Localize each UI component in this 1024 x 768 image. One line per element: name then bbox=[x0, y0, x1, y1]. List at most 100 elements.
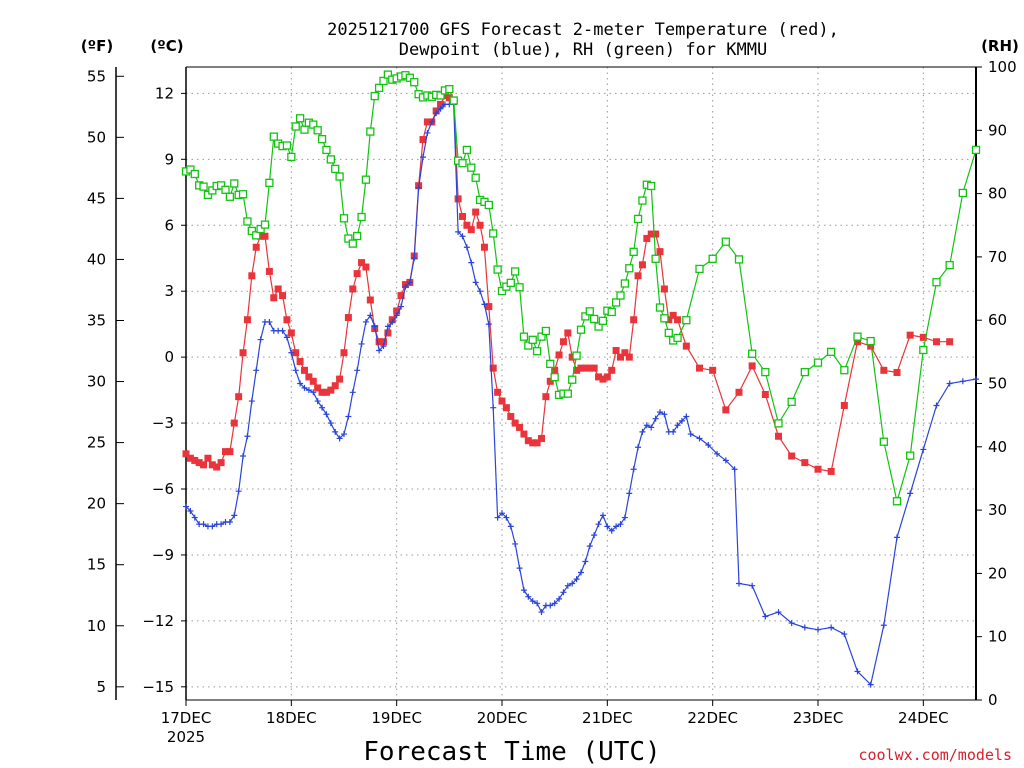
dewpoint-point bbox=[283, 334, 290, 341]
dewpoint-point bbox=[362, 318, 369, 325]
temperature-point bbox=[283, 316, 291, 324]
dewpoint-point bbox=[191, 514, 198, 521]
temperature-point bbox=[344, 314, 352, 322]
dewpoint-point bbox=[591, 532, 598, 539]
rh-point bbox=[379, 76, 388, 86]
celsius-tick-label: −12 bbox=[142, 612, 174, 630]
dewpoint-point bbox=[248, 398, 255, 405]
temperature-point bbox=[459, 212, 466, 220]
dewpoint-point bbox=[920, 446, 927, 453]
rh-point bbox=[761, 367, 770, 377]
dewpoint-point bbox=[406, 279, 413, 286]
temperature-point bbox=[186, 454, 194, 462]
rh-point bbox=[800, 367, 809, 377]
x-tick-label: 21DEC bbox=[582, 709, 633, 727]
rh-point bbox=[660, 314, 669, 323]
temperature-point bbox=[195, 459, 203, 467]
tick-labels: 17DEC 18DEC 19DEC 20DEC 21DEC 22DEC 23DEC 24DEC… bbox=[87, 58, 1017, 746]
dewpoint-point bbox=[630, 466, 637, 473]
rh-point bbox=[506, 278, 515, 288]
dewpoint-point bbox=[687, 431, 694, 438]
fahrenheit-tick-label: 40 bbox=[87, 250, 106, 268]
temperature-point bbox=[208, 461, 216, 469]
rh-point bbox=[370, 91, 379, 101]
rh-point bbox=[374, 83, 384, 93]
rh-tick-label: 60 bbox=[988, 311, 1007, 329]
dewpoint-series bbox=[183, 101, 979, 688]
rh-point bbox=[958, 188, 967, 198]
rh-point bbox=[528, 335, 537, 344]
rh-point bbox=[238, 190, 248, 199]
rh-point bbox=[203, 190, 213, 200]
dewpoint-point bbox=[551, 600, 558, 607]
celsius-tick-label: 3 bbox=[164, 282, 174, 300]
rh-tick-label: 80 bbox=[988, 185, 1007, 203]
temperature-line bbox=[185, 94, 950, 473]
series bbox=[181, 70, 981, 688]
dewpoint-point bbox=[648, 424, 655, 431]
dewpoint-point bbox=[411, 255, 418, 262]
dewpoint-point bbox=[279, 327, 286, 334]
temperature-point bbox=[524, 437, 532, 445]
temperature-point bbox=[322, 388, 330, 396]
temperature-point bbox=[546, 377, 554, 385]
rh-point bbox=[813, 358, 823, 367]
fahrenheit-tick-label: 15 bbox=[87, 556, 106, 574]
rh-point bbox=[467, 163, 476, 172]
temperature-point bbox=[599, 375, 607, 383]
temperature-point bbox=[191, 456, 199, 464]
rh-point bbox=[493, 265, 502, 274]
temperature-point bbox=[419, 136, 427, 144]
rh-point bbox=[282, 141, 292, 150]
rh-point bbox=[484, 200, 493, 210]
rh-point bbox=[546, 359, 555, 369]
rh-point bbox=[673, 333, 682, 343]
temperature-point bbox=[735, 388, 743, 396]
dewpoint-point bbox=[380, 343, 387, 350]
dewpoint-point bbox=[705, 442, 712, 449]
temperature-point bbox=[801, 459, 809, 467]
rh-point bbox=[620, 279, 630, 288]
dewpoint-point bbox=[586, 543, 593, 550]
celsius-tick-label: 0 bbox=[164, 348, 174, 366]
rh-point bbox=[515, 283, 524, 292]
x-tick-label: 22DEC bbox=[687, 709, 738, 727]
temperature-point bbox=[397, 292, 405, 300]
rh-point bbox=[344, 234, 353, 243]
rh-point bbox=[633, 214, 643, 224]
celsius-tick-label: −9 bbox=[152, 546, 174, 564]
temperature-point bbox=[230, 419, 238, 427]
temperature-point bbox=[617, 353, 624, 361]
fahrenheit-tick-label: 30 bbox=[87, 373, 106, 391]
chart-title-line-2: Dewpoint (blue), RH (green) for KMMU bbox=[399, 40, 767, 60]
dewpoint-point bbox=[556, 595, 563, 602]
temperature-point bbox=[643, 234, 651, 242]
temperature-point bbox=[946, 338, 954, 346]
rh-point bbox=[357, 212, 366, 222]
temperature-point bbox=[652, 230, 660, 238]
dewpoint-point bbox=[336, 435, 343, 442]
rh-point bbox=[497, 286, 507, 296]
dewpoint-point bbox=[455, 228, 462, 235]
dewpoint-point bbox=[529, 598, 536, 605]
rh-point bbox=[216, 181, 226, 190]
temperature-point bbox=[239, 349, 247, 357]
rh-tick-label: 50 bbox=[988, 375, 1007, 393]
temperature-point bbox=[393, 307, 401, 315]
temperature-point bbox=[489, 364, 497, 372]
rh-point bbox=[721, 237, 730, 246]
temperature-point bbox=[840, 401, 848, 409]
temperature-point bbox=[366, 296, 374, 304]
temperature-point bbox=[213, 463, 221, 471]
dewpoint-point bbox=[678, 417, 685, 424]
temperature-point bbox=[498, 397, 506, 405]
rh-point bbox=[519, 332, 529, 341]
dewpoint-point bbox=[433, 110, 440, 117]
rh-point bbox=[647, 181, 656, 191]
dewpoint-point bbox=[472, 279, 479, 286]
temperature-point bbox=[581, 364, 589, 372]
rh-point bbox=[309, 120, 318, 129]
dewpoint-point bbox=[525, 593, 532, 600]
x-axis-label: Forecast Time (UTC) bbox=[363, 737, 660, 767]
